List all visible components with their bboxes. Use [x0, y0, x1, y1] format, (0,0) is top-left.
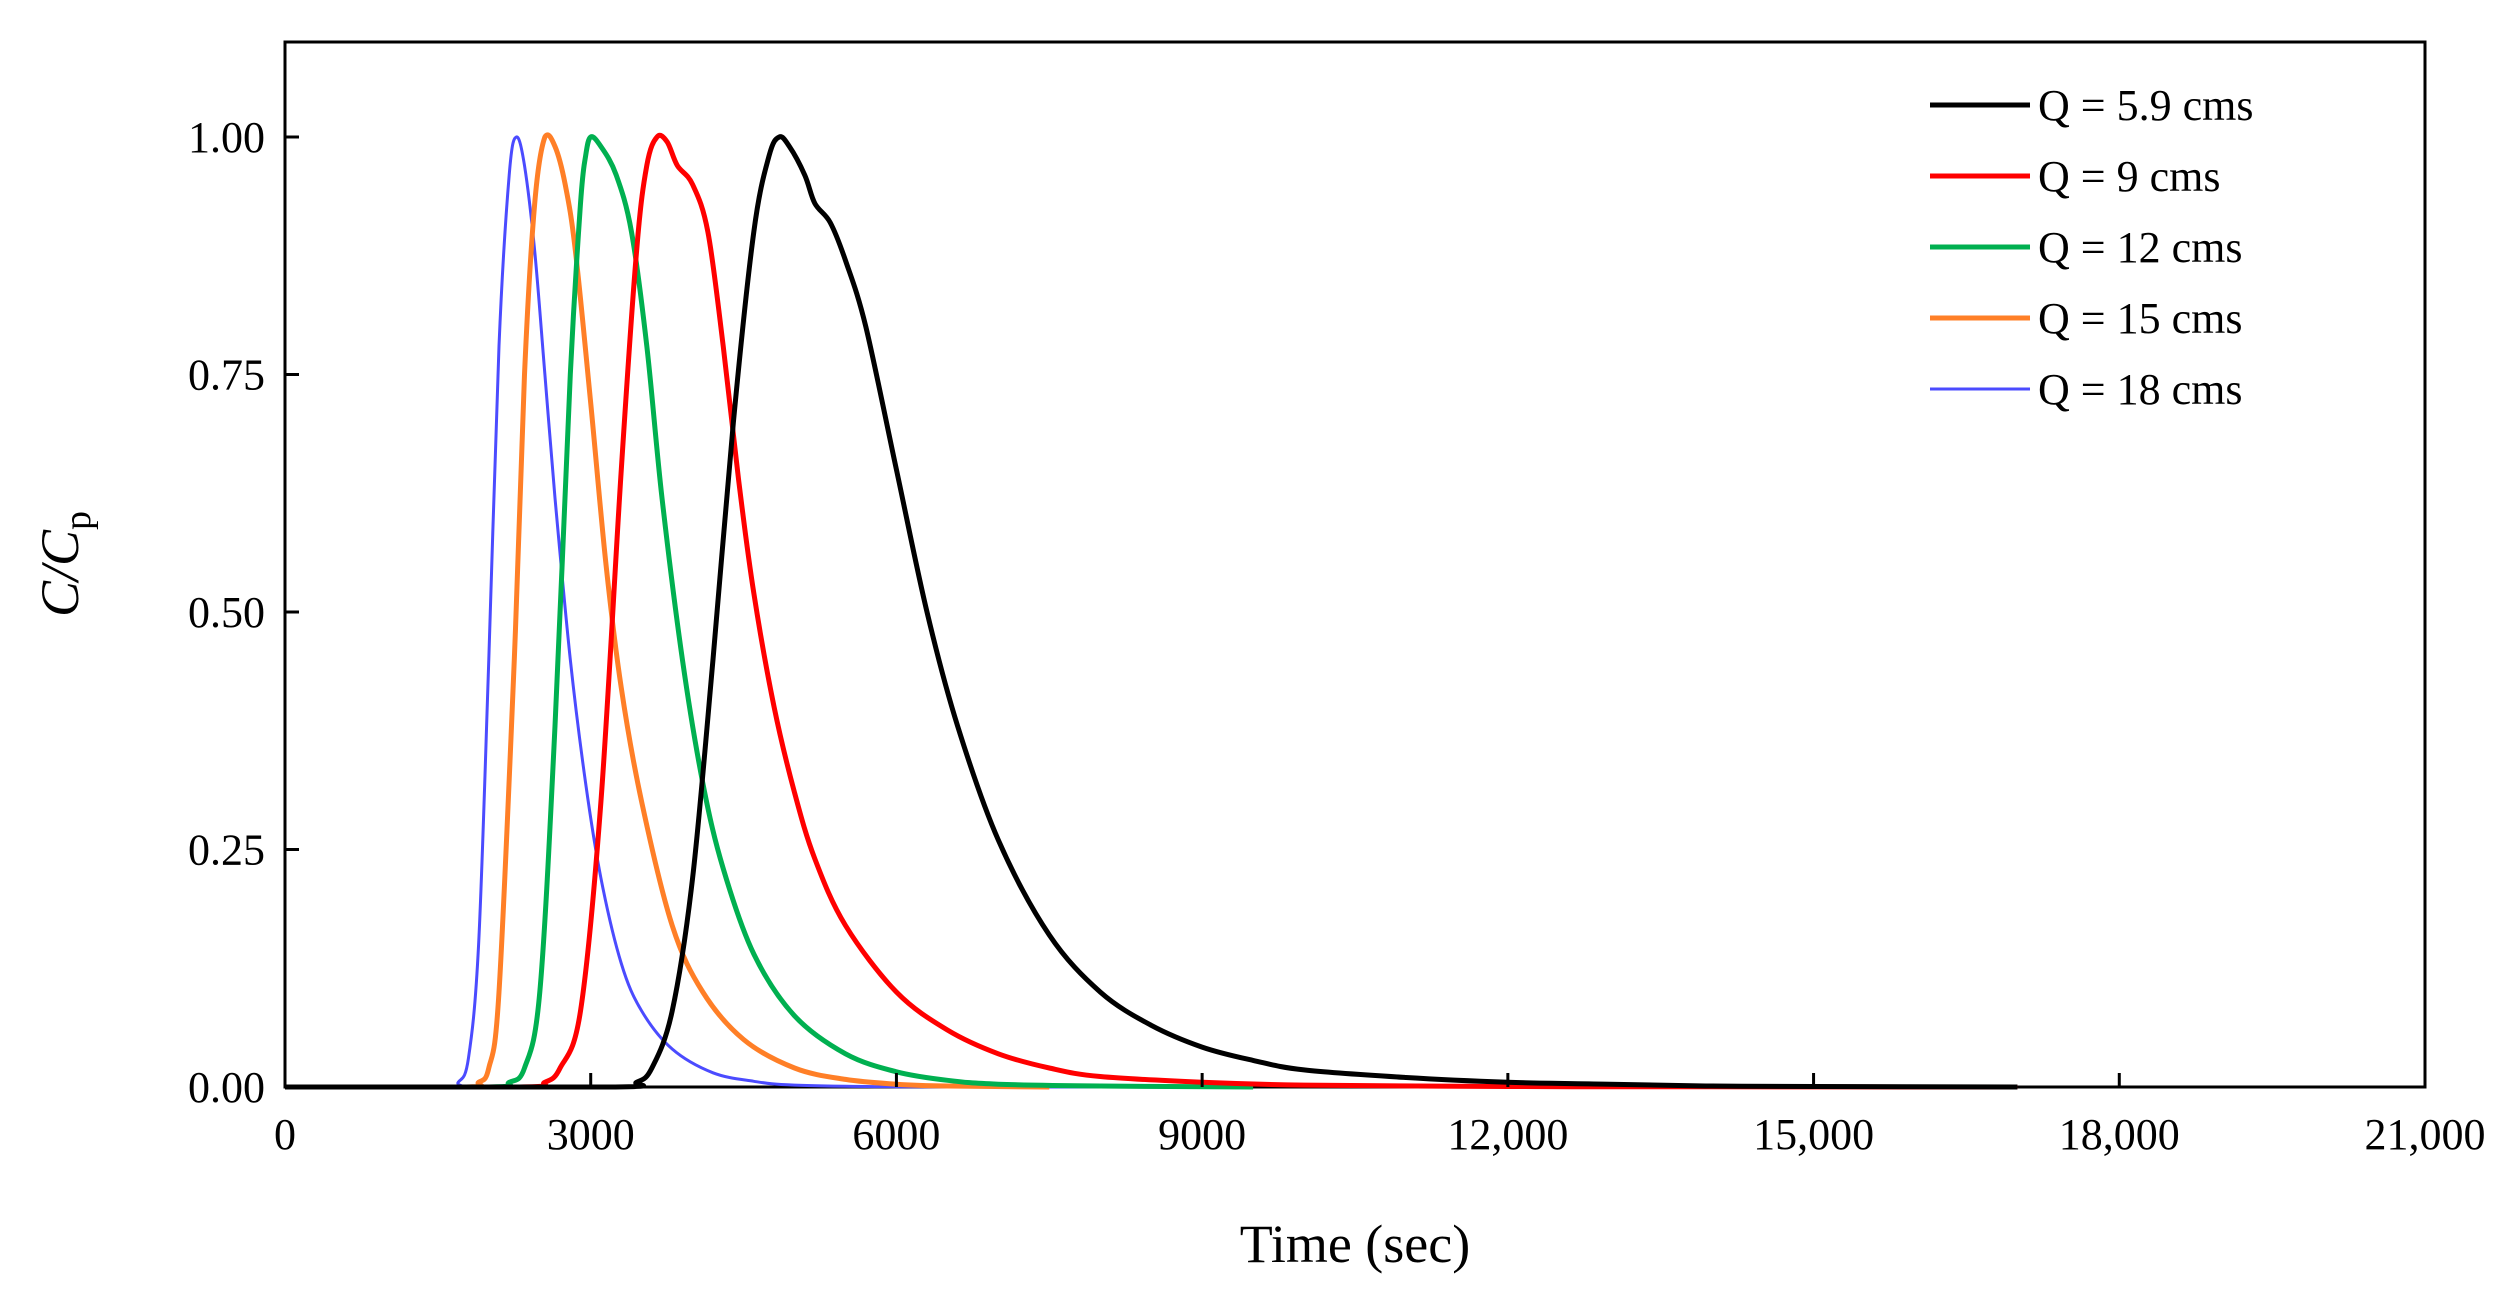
y-tick-label: 1.00: [188, 113, 265, 162]
x-tick-label: 15,000: [1753, 1110, 1874, 1159]
legend-label: Q = 12 cms: [2038, 223, 2242, 272]
series-line-5: [285, 135, 1101, 1089]
x-axis: 0 3000 6000 9000 12,000 15,000 18,000 21,000: [274, 1073, 2486, 1159]
series-line-1: [285, 134, 2018, 1090]
x-tick-label: 6000: [852, 1110, 940, 1159]
x-tick-label: 18,000: [2059, 1110, 2180, 1159]
legend-label: Q = 9 cms: [2038, 152, 2220, 201]
y-tick-label: 0.75: [188, 351, 265, 400]
series-line-2: [285, 132, 2018, 1090]
series-line-4: [285, 132, 1050, 1090]
y-axis-title-main: C/C: [30, 529, 90, 617]
y-tick-label: 0.00: [188, 1063, 265, 1112]
legend-label: Q = 15 cms: [2038, 294, 2242, 343]
y-tick-label: 0.50: [188, 588, 265, 637]
x-tick-label: 12,000: [1447, 1110, 1568, 1159]
x-tick-label: 21,000: [2365, 1110, 2486, 1159]
x-axis-title: Time (sec): [1240, 1214, 1470, 1274]
series-line-3: [285, 134, 1254, 1090]
y-axis: 0.00 0.25 0.50 0.75 1.00: [188, 113, 299, 1112]
x-tick-label: 0: [274, 1110, 296, 1159]
y-axis-title: C/Cp: [30, 511, 99, 617]
y-axis-title-sub: p: [57, 511, 99, 530]
x-tick-label: 3000: [547, 1110, 635, 1159]
y-tick-label: 0.25: [188, 826, 265, 875]
x-tick-label: 9000: [1158, 1110, 1246, 1159]
legend: Q = 5.9 cms Q = 9 cms Q = 12 cms Q = 15 cms…: [1930, 81, 2253, 414]
series-layer: [285, 132, 2018, 1090]
legend-label: Q = 5.9 cms: [2038, 81, 2253, 130]
legend-label: Q = 18 cms: [2038, 365, 2242, 414]
